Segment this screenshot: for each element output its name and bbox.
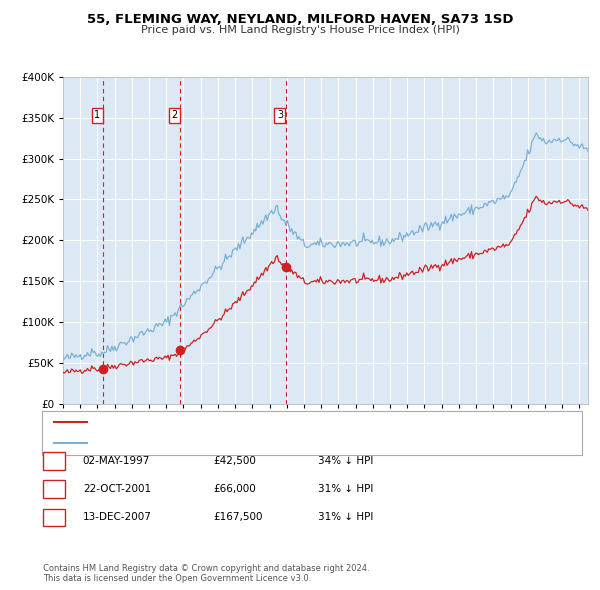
Text: 1: 1 [94,110,100,120]
Text: 3: 3 [277,110,283,120]
Text: 22-OCT-2001: 22-OCT-2001 [83,484,151,494]
Text: 2: 2 [171,110,178,120]
Text: 1: 1 [50,456,58,466]
Text: 34% ↓ HPI: 34% ↓ HPI [318,456,373,466]
Text: £167,500: £167,500 [213,513,263,522]
Text: 02-MAY-1997: 02-MAY-1997 [83,456,150,466]
Text: HPI: Average price, detached house, Pembrokeshire: HPI: Average price, detached house, Pemb… [93,438,346,447]
Text: 13-DEC-2007: 13-DEC-2007 [83,513,152,522]
Text: Contains HM Land Registry data © Crown copyright and database right 2024.
This d: Contains HM Land Registry data © Crown c… [43,563,370,583]
Text: 55, FLEMING WAY, NEYLAND, MILFORD HAVEN, SA73 1SD (detached house): 55, FLEMING WAY, NEYLAND, MILFORD HAVEN,… [93,418,463,427]
Text: 31% ↓ HPI: 31% ↓ HPI [318,484,373,494]
Text: 2: 2 [50,484,58,494]
Text: Price paid vs. HM Land Registry's House Price Index (HPI): Price paid vs. HM Land Registry's House … [140,25,460,35]
Text: £66,000: £66,000 [213,484,256,494]
Text: £42,500: £42,500 [213,456,256,466]
Text: 31% ↓ HPI: 31% ↓ HPI [318,513,373,522]
Text: 55, FLEMING WAY, NEYLAND, MILFORD HAVEN, SA73 1SD: 55, FLEMING WAY, NEYLAND, MILFORD HAVEN,… [87,13,513,26]
Text: 3: 3 [50,513,58,522]
